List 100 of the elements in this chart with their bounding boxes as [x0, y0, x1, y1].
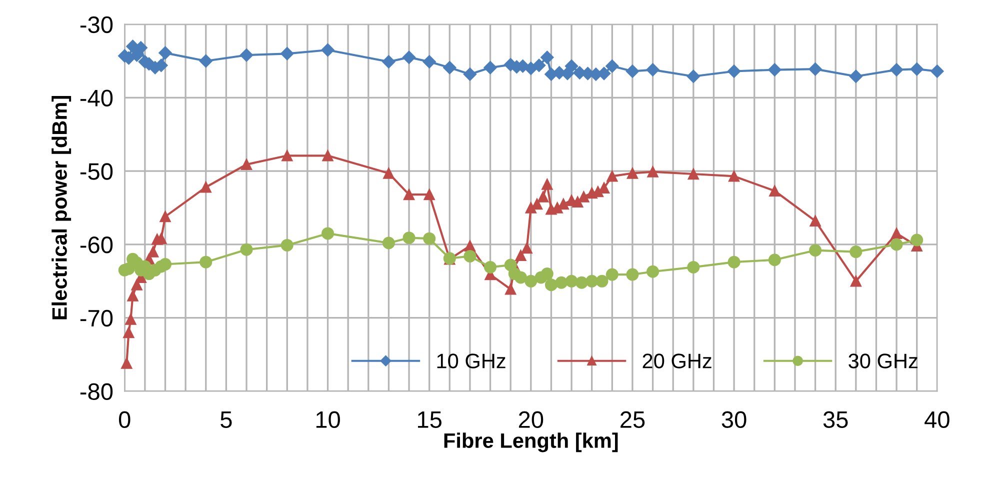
point: [626, 64, 640, 78]
x-tick-label: 35: [823, 411, 848, 428]
point: [578, 191, 590, 202]
point: [515, 250, 526, 262]
legend-label: 20 GHz: [642, 354, 712, 368]
point: [890, 238, 903, 251]
x-tick-label: 30: [722, 411, 746, 428]
x-tick-label: 15: [418, 412, 442, 428]
point: [544, 278, 558, 292]
point: [159, 258, 172, 271]
point: [321, 43, 334, 57]
point: [382, 55, 396, 68]
point: [727, 64, 741, 78]
point: [540, 268, 554, 280]
point: [890, 63, 904, 76]
point: [280, 47, 294, 60]
point: [728, 170, 740, 182]
point: [422, 55, 436, 68]
point: [160, 211, 171, 222]
point: [424, 189, 435, 200]
legend-label: 10 GHz: [437, 354, 506, 368]
point: [200, 256, 212, 268]
point: [910, 62, 924, 76]
point: [538, 191, 549, 202]
point: [200, 182, 212, 193]
point: [810, 215, 821, 227]
point: [383, 168, 394, 179]
point: [809, 244, 822, 257]
point: [121, 358, 132, 369]
point: [606, 60, 619, 73]
point: [127, 290, 138, 302]
point: [322, 150, 334, 162]
point: [540, 50, 554, 64]
point: [688, 168, 699, 180]
point: [402, 50, 416, 64]
point: [849, 70, 863, 83]
point: [606, 170, 618, 182]
point: [646, 265, 660, 278]
point: [808, 62, 822, 76]
point: [646, 63, 660, 76]
point: [148, 246, 159, 258]
point: [131, 279, 142, 290]
point: [403, 189, 415, 200]
point: [443, 61, 456, 74]
point: [910, 234, 924, 246]
point: [524, 274, 538, 288]
point: [564, 60, 578, 73]
y-tick-label: -50: [80, 163, 113, 180]
point: [626, 168, 638, 179]
point: [240, 48, 254, 62]
point: [463, 68, 477, 81]
point: [542, 178, 553, 190]
y-tick-label: -30: [80, 16, 113, 34]
y-tick-label: -40: [80, 90, 113, 106]
point: [565, 274, 578, 288]
point: [850, 246, 862, 258]
point: [322, 227, 334, 240]
point: [514, 271, 527, 284]
point: [521, 242, 532, 254]
point: [687, 260, 700, 274]
point: [626, 268, 639, 281]
point: [484, 61, 497, 74]
point: [606, 268, 618, 281]
point: [199, 54, 212, 68]
y-tick-label: -60: [80, 236, 113, 254]
point: [382, 236, 395, 250]
point: [768, 63, 782, 76]
point: [282, 150, 293, 162]
x-tick-label: 5: [220, 412, 232, 428]
point: [686, 70, 700, 83]
point: [575, 276, 588, 289]
point: [850, 276, 862, 287]
x-axis-title: Fibre Length [km]: [444, 432, 618, 452]
x-tick-label: 0: [118, 411, 130, 428]
y-axis-title: Electrical power [dBm]: [52, 96, 72, 320]
point: [464, 250, 476, 262]
point: [123, 326, 134, 338]
x-tick-label: 25: [620, 411, 645, 428]
x-tick-label: 20: [518, 411, 544, 428]
point: [532, 58, 546, 72]
point: [596, 274, 608, 288]
point: [890, 228, 902, 240]
y-tick-label: -70: [80, 310, 113, 327]
point: [728, 256, 740, 268]
point: [647, 166, 658, 178]
point: [572, 196, 584, 208]
x-tick-label: 40: [924, 411, 950, 428]
y-tick-label: -80: [80, 383, 113, 400]
legend-label: 30 GHz: [848, 354, 918, 368]
point: [464, 240, 476, 252]
point: [158, 46, 172, 60]
point: [930, 64, 944, 78]
point: [555, 276, 568, 289]
point: [423, 232, 436, 245]
point: [402, 232, 416, 244]
point: [240, 243, 253, 256]
point: [484, 260, 497, 274]
point: [505, 284, 516, 295]
point: [769, 185, 780, 196]
point: [125, 314, 136, 325]
